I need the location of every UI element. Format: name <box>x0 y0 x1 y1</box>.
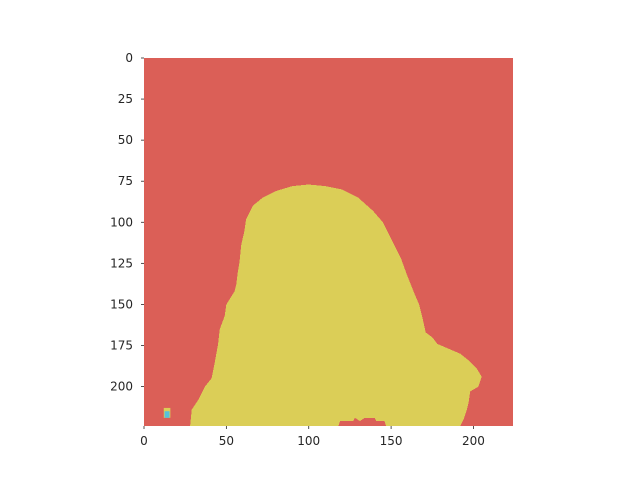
y-tick-label: 0 <box>125 51 133 65</box>
y-tick-label: 175 <box>110 339 133 353</box>
y-tick-label: 100 <box>110 215 133 229</box>
y-tick-label: 200 <box>110 380 133 394</box>
y-axis: 0 25 50 75 100 125 150 175 200 <box>110 51 144 394</box>
x-tick-label: 100 <box>297 434 320 448</box>
y-tick-label: 25 <box>118 92 133 106</box>
plot-area <box>144 58 513 426</box>
region-subject <box>190 184 482 426</box>
y-tick-label: 125 <box>110 256 133 270</box>
x-tick-label: 50 <box>219 434 234 448</box>
x-tick-label: 200 <box>462 434 485 448</box>
y-tick-label: 50 <box>118 133 133 147</box>
y-tick-label: 75 <box>118 174 133 188</box>
y-tick-label: 150 <box>110 297 133 311</box>
region-small-blob <box>163 407 171 418</box>
x-tick-label: 0 <box>140 434 148 448</box>
x-tick-label: 150 <box>380 434 403 448</box>
x-axis: 0 50 100 150 200 <box>140 426 485 448</box>
